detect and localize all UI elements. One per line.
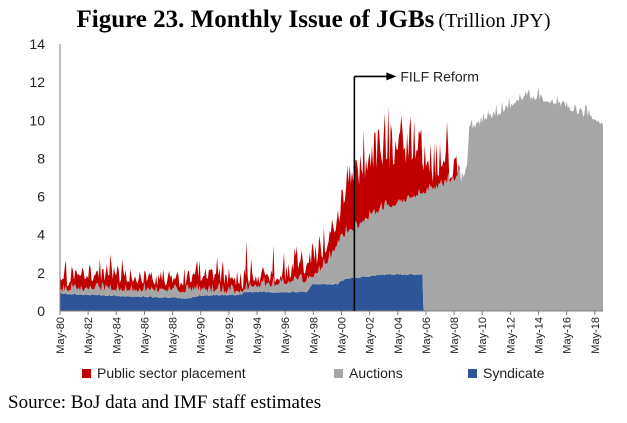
legend-item-syndicate: Syndicate (468, 364, 544, 382)
x-tick-label: May-90 (196, 317, 208, 354)
x-tick-label: May-06 (421, 317, 433, 354)
y-tick-label: 2 (37, 265, 45, 281)
chart-title-unit: (Trillion JPY) (438, 10, 551, 32)
x-tick-label: May-96 (280, 317, 292, 354)
x-tick-label: May-00 (336, 317, 348, 354)
x-tick-label: May-92 (224, 317, 236, 354)
x-tick-label: May-14 (534, 317, 546, 354)
x-tick-label: May-80 (55, 317, 67, 354)
legend-swatch-syndicate (468, 368, 477, 378)
area-public-sector-placement (60, 86, 603, 294)
x-tick-label: May-82 (83, 317, 95, 354)
y-tick-label: 4 (37, 227, 45, 243)
legend-item-public-sector-placement: Public sector placement (82, 364, 246, 382)
chart-title-main: Figure 23. Monthly Issue of JGBs (76, 6, 435, 33)
x-tick-label: May-86 (139, 317, 151, 354)
legend-swatch-auctions (334, 368, 343, 378)
y-tick-label: 10 (29, 112, 45, 128)
x-tick-label: May-84 (111, 317, 123, 354)
chart-legend: Public sector placement Auctions Syndica… (80, 364, 620, 382)
legend-label-auctions: Auctions (349, 365, 403, 381)
y-tick-labels: 0 2 4 6 8 10 12 14 (29, 36, 45, 319)
source-note: Source: BoJ data and IMF staff estimates (8, 392, 322, 413)
y-tick-label: 8 (37, 150, 45, 166)
series-areas (60, 86, 603, 311)
area-auctions (60, 86, 603, 311)
y-tick-label: 6 (37, 189, 45, 205)
x-tick-label: May-18 (590, 317, 602, 354)
x-tick-label: May-88 (168, 317, 180, 354)
x-tick-label: May-16 (562, 317, 574, 354)
area-syndicate (60, 273, 603, 311)
annotations: FILF Reform (353, 68, 479, 311)
axes (59, 44, 603, 315)
y-tick-label: 12 (29, 74, 45, 90)
y-tick-label: 14 (29, 36, 45, 52)
filf-reform-label: FILF Reform (400, 68, 479, 84)
x-tick-labels: May-80 May-82 May-84 May-86 May-88 May-90 May-… (55, 317, 602, 354)
x-tick-label: May-94 (252, 317, 264, 354)
y-tick-label: 0 (37, 303, 45, 319)
x-tick-label: May-98 (308, 317, 320, 354)
legend-label-syndicate: Syndicate (483, 365, 545, 381)
x-tick-label: May-10 (477, 317, 489, 354)
x-tick-label: May-08 (449, 317, 461, 354)
arrow-right-icon (386, 72, 397, 81)
legend-item-auctions: Auctions (334, 364, 403, 382)
x-tick-label: May-12 (505, 317, 517, 354)
x-tick-label: May-02 (365, 317, 377, 354)
chart-title: Figure 23. Monthly Issue of JGBs (Trilli… (0, 6, 627, 34)
legend-label-public: Public sector placement (97, 365, 246, 381)
x-tick-label: May-04 (393, 317, 405, 354)
legend-swatch-public (82, 368, 91, 378)
